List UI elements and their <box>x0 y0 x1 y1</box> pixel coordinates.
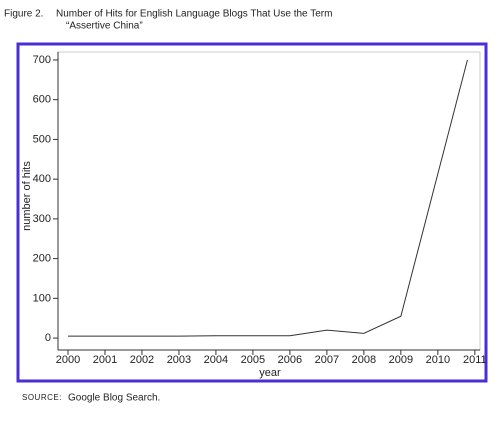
x-tick-label: 2008 <box>352 354 376 366</box>
x-tick-label: 2002 <box>130 354 154 366</box>
data-line <box>67 59 468 337</box>
figure-frame <box>16 42 488 383</box>
x-tick-label: 2009 <box>389 354 413 366</box>
figure-label: Figure 2. <box>4 9 43 20</box>
x-axis-title: year <box>259 367 281 379</box>
chart-title: Number of Hits for English Language Blog… <box>56 9 332 20</box>
y-tick-label: 700 <box>33 54 51 66</box>
x-tick-label: 2010 <box>426 354 450 366</box>
y-tick-label: 0 <box>45 332 51 344</box>
x-tick-label: 2000 <box>56 354 80 366</box>
x-tick-label: 2001 <box>93 354 117 366</box>
chart-subtitle: “Assertive China” <box>66 21 143 32</box>
y-tick-label: 500 <box>33 133 51 145</box>
source-text: Google Blog Search. <box>68 393 160 404</box>
x-tick-label: 2004 <box>204 354 228 366</box>
source-label: SOURCE: <box>22 393 62 402</box>
y-tick-label: 200 <box>33 253 51 265</box>
y-tick-label: 400 <box>33 173 51 185</box>
x-tick-label: 2003 <box>167 354 191 366</box>
x-tick-label: 2005 <box>241 354 265 366</box>
y-axis-title: number of hits <box>21 161 33 231</box>
y-tick-label: 100 <box>33 292 51 304</box>
y-tick-label: 300 <box>33 213 51 225</box>
y-tick-label: 600 <box>33 94 51 106</box>
x-tick-label: 2011 <box>463 354 487 366</box>
x-tick-label: 2007 <box>315 354 339 366</box>
x-tick-label: 2006 <box>278 354 302 366</box>
plot-frame <box>57 51 481 351</box>
